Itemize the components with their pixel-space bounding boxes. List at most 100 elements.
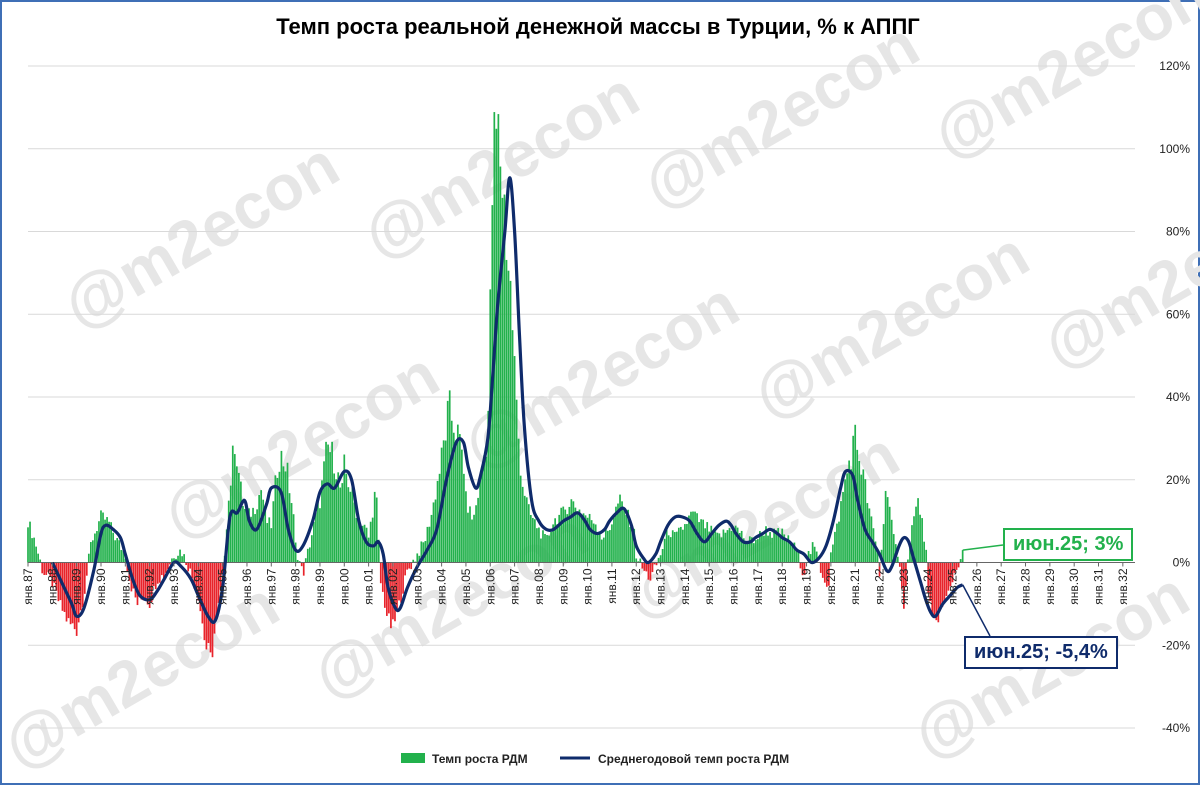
bar [738,532,741,563]
bar [623,507,625,563]
bar [329,452,331,563]
bar [333,473,335,563]
bar [732,528,735,563]
bar [290,503,293,563]
bar [686,524,688,563]
bar [911,525,913,563]
bar [31,538,33,563]
bar [710,525,713,563]
bar [49,562,52,577]
bar [108,521,110,563]
bar [669,537,672,563]
bar [809,554,812,563]
bar [205,562,208,650]
watermark-text: @m2econ [631,8,931,222]
bar [755,540,757,563]
bar [629,526,632,563]
bar [112,532,115,563]
bar [313,521,315,563]
bar [615,506,617,563]
y-tick-label: 40% [1166,390,1190,404]
bar [203,562,206,641]
bar [728,528,731,563]
bar [947,562,950,591]
bar [793,542,796,563]
bar [87,553,90,563]
bar [888,506,891,563]
bar [722,529,725,563]
x-tick-label: янв.97 [264,568,278,605]
bar [763,535,765,563]
bar [548,535,550,563]
bar [544,533,546,563]
bar [207,562,210,644]
bar [268,517,271,563]
bar [570,499,573,563]
line-series [50,176,964,624]
bar [748,536,751,563]
bar [957,562,960,568]
bar [513,356,516,563]
x-tick-label: янв.98 [289,568,303,605]
bar [345,473,348,563]
bar [347,487,350,563]
bar [538,527,540,563]
bar [511,330,514,563]
bar [81,562,84,608]
bar [400,562,402,603]
bar [542,530,544,563]
bar [712,533,715,563]
bar [124,558,127,563]
bar [819,562,822,573]
bar [519,475,522,563]
bar [811,542,814,563]
bar [85,562,88,576]
x-tick-label: янв.04 [435,568,449,605]
bar [761,533,763,563]
bar [252,507,254,563]
bar [637,561,640,563]
bar [209,562,212,653]
bar [675,531,678,563]
x-tick-label: янв.24 [921,568,935,605]
bar [404,562,406,576]
x-tick-label: янв.27 [994,568,1008,605]
bar [260,490,263,563]
y-tick-label: 100% [1159,142,1190,156]
bar [467,512,469,563]
bar [195,562,198,593]
bar [327,444,329,563]
bar [298,561,301,563]
bar [671,530,674,563]
bar [919,514,921,563]
bar [923,541,925,563]
bar [935,562,938,621]
bar [132,562,135,589]
bar [353,502,356,563]
bar [588,513,591,563]
bar [238,472,240,563]
bar [452,432,455,563]
bar [781,528,784,563]
bar [217,562,220,603]
x-tick-label: янв.91 [118,568,132,605]
x-tick-label: янв.32 [1116,568,1130,605]
callout-leaders [962,544,1004,637]
bar [878,562,881,577]
bar [191,562,194,579]
x-tick-label: янв.09 [556,568,570,605]
bar [560,507,563,563]
bar [903,562,905,609]
bar [377,539,380,563]
bar [323,461,325,563]
bar [412,559,415,563]
bar [576,512,579,563]
bar [426,526,429,563]
legend-bar-swatch [401,753,425,763]
bar [446,400,449,563]
bar [75,562,78,636]
bar [556,524,559,563]
bar [481,469,484,563]
bar [696,513,698,563]
bar [359,526,362,563]
